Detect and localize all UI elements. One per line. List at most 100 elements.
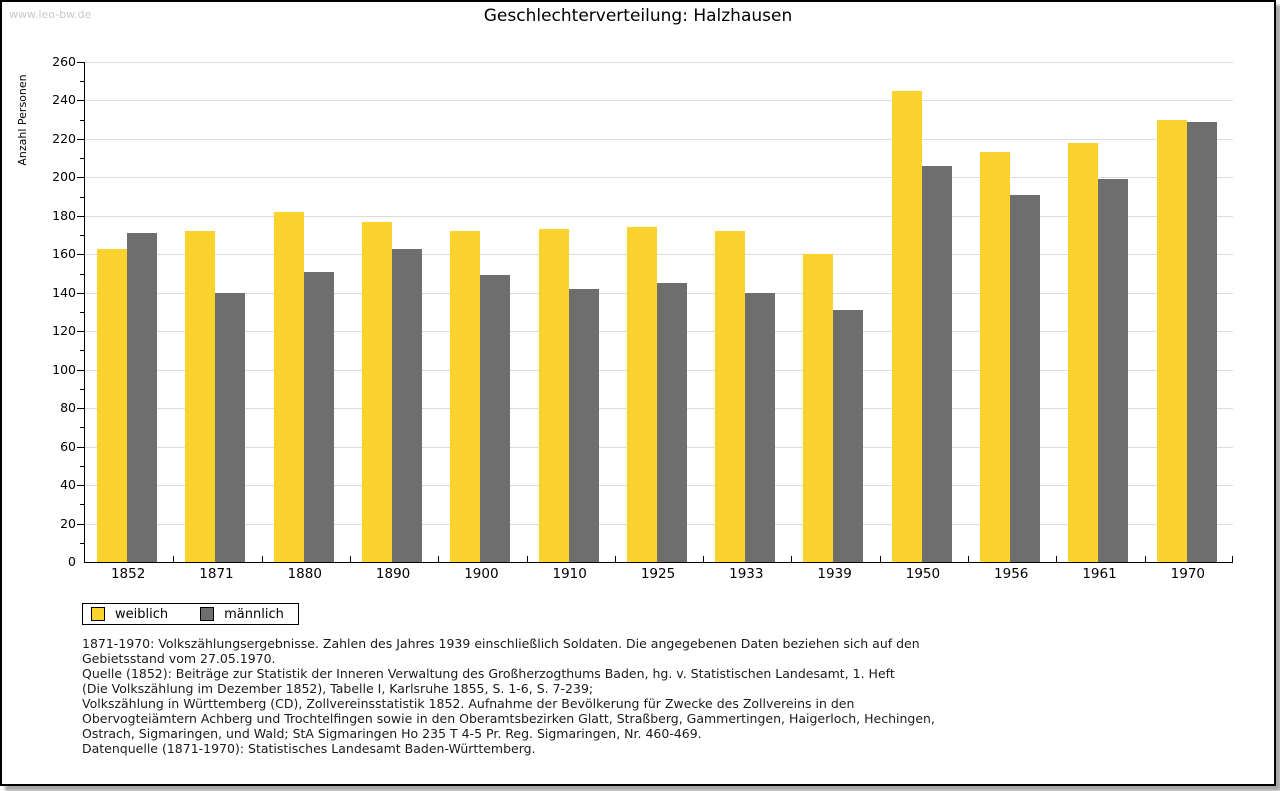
footnote-line: (Die Volkszählung im Dezember 1852), Tab… bbox=[82, 681, 594, 696]
y-axis-tick-label: 180 bbox=[52, 207, 76, 223]
x-axis-tick bbox=[968, 556, 969, 562]
x-axis-tick-label: 1900 bbox=[464, 566, 499, 582]
y-axis-tick-label: 0 bbox=[68, 554, 76, 569]
bar-weiblich-1950 bbox=[892, 91, 922, 562]
x-axis-tick bbox=[438, 556, 439, 562]
gridline bbox=[85, 215, 1233, 217]
y-axis-major-tick bbox=[77, 485, 84, 487]
legend-swatch-maennlich bbox=[200, 607, 215, 621]
bar-weiblich-1880 bbox=[274, 212, 304, 562]
y-axis-minor-tick bbox=[80, 235, 84, 237]
x-axis-tick bbox=[527, 556, 528, 562]
y-axis-minor-tick bbox=[80, 119, 84, 121]
footnote-line: Gebietsstand vom 27.05.1970. bbox=[82, 651, 276, 666]
gridline bbox=[85, 254, 1233, 256]
bar-maennlich-1890 bbox=[392, 249, 422, 562]
footnote-line: 1871-1970: Volkszählungsergebnisse. Zahl… bbox=[82, 636, 920, 651]
y-axis-minor-tick bbox=[80, 273, 84, 275]
y-axis-major-tick bbox=[77, 446, 84, 448]
footnote: 1871-1970: Volkszählungsergebnisse. Zahl… bbox=[82, 636, 935, 741]
bar-weiblich-1970 bbox=[1157, 120, 1187, 562]
bar-maennlich-1956 bbox=[1010, 195, 1040, 562]
x-axis-tick-label: 1956 bbox=[994, 566, 1029, 582]
bar-maennlich-1871 bbox=[215, 293, 245, 562]
y-axis-title: Anzahl Personen bbox=[16, 74, 29, 166]
bar-weiblich-1956 bbox=[980, 152, 1010, 562]
y-axis-major-tick bbox=[77, 254, 84, 256]
bar-maennlich-1970 bbox=[1187, 122, 1217, 562]
bar-maennlich-1961 bbox=[1098, 179, 1128, 562]
bar-weiblich-1900 bbox=[450, 231, 480, 562]
bar-maennlich-1933 bbox=[745, 293, 775, 562]
x-axis-tick-label: 1933 bbox=[729, 566, 764, 582]
x-axis-tick-label: 1939 bbox=[817, 566, 852, 582]
y-axis-major-tick bbox=[77, 369, 84, 371]
y-axis-minor-tick bbox=[80, 542, 84, 544]
y-axis-major-tick bbox=[77, 62, 84, 63]
legend-label-maennlich: männlich bbox=[224, 606, 284, 622]
plot-area bbox=[77, 62, 1233, 563]
gridline bbox=[85, 62, 1233, 63]
y-axis-tick-label: 120 bbox=[52, 323, 76, 339]
x-axis-tick bbox=[1232, 556, 1233, 562]
x-axis-tick bbox=[173, 556, 174, 562]
y-axis-tick-label: 160 bbox=[52, 246, 76, 262]
y-axis-minor-tick bbox=[80, 504, 84, 506]
y-axis-major-tick bbox=[77, 100, 84, 102]
x-axis-tick-label: 1961 bbox=[1082, 566, 1117, 582]
x-axis-tick-label: 1880 bbox=[287, 566, 322, 582]
gridline bbox=[85, 177, 1233, 179]
legend-swatch-weiblich bbox=[91, 607, 105, 621]
y-axis-minor-tick bbox=[80, 427, 84, 429]
footnote-line: Obervogteiämtern Achberg und Trochtelfin… bbox=[82, 711, 935, 726]
legend-item-weiblich: weiblich bbox=[91, 607, 168, 622]
watermark: www.leo-bw.de bbox=[9, 8, 92, 21]
legend-label-weiblich: weiblich bbox=[115, 606, 169, 622]
gridline bbox=[85, 100, 1233, 102]
y-axis-major-tick bbox=[77, 177, 84, 179]
x-axis-tick bbox=[615, 556, 616, 562]
y-axis-tick-label: 80 bbox=[60, 400, 76, 416]
bar-weiblich-1933 bbox=[715, 231, 745, 562]
y-axis-major-tick bbox=[77, 215, 84, 217]
y-axis-minor-tick bbox=[80, 465, 84, 467]
bar-weiblich-1925 bbox=[627, 227, 657, 562]
y-axis-major-tick bbox=[77, 408, 84, 410]
y-axis-major-tick bbox=[77, 523, 84, 525]
x-axis-tick-label: 1910 bbox=[552, 566, 587, 582]
bar-weiblich-1961 bbox=[1068, 143, 1098, 562]
y-axis-tick-label: 260 bbox=[52, 54, 76, 69]
bar-weiblich-1871 bbox=[185, 231, 215, 562]
y-axis-tick-label: 200 bbox=[52, 169, 76, 185]
bar-maennlich-1880 bbox=[304, 272, 334, 562]
y-axis-major-tick bbox=[77, 138, 84, 140]
x-axis-tick bbox=[703, 556, 704, 562]
y-axis-tick-label: 220 bbox=[52, 130, 76, 146]
bar-weiblich-1910 bbox=[539, 229, 569, 562]
bar-maennlich-1939 bbox=[833, 310, 863, 562]
bar-maennlich-1900 bbox=[480, 275, 510, 562]
chart-title: Geschlechterverteilung: Halzhausen bbox=[483, 6, 793, 26]
y-axis-minor-tick bbox=[80, 312, 84, 313]
bar-weiblich-1939 bbox=[803, 254, 833, 562]
bar-weiblich-1852 bbox=[97, 249, 127, 562]
x-axis-tick-label: 1970 bbox=[1170, 566, 1206, 582]
x-axis-tick-label: 1890 bbox=[375, 566, 411, 582]
x-axis-tick-label: 1925 bbox=[640, 566, 676, 582]
x-axis-tick-label: 1950 bbox=[905, 566, 941, 582]
x-axis-tick bbox=[350, 556, 351, 562]
y-axis-tick-label: 20 bbox=[60, 515, 76, 531]
y-axis-minor-tick bbox=[80, 388, 84, 390]
footnote-line: Ostrach, Sigmaringen, und Wald; StA Sigm… bbox=[82, 726, 702, 741]
datasource-line: Datenquelle (1871-1970): Statistisches L… bbox=[82, 741, 536, 756]
bar-maennlich-1852 bbox=[127, 233, 157, 562]
x-axis-tick bbox=[1145, 556, 1146, 562]
y-axis-minor-tick bbox=[80, 81, 84, 83]
y-axis-major-tick bbox=[77, 331, 84, 333]
bar-weiblich-1890 bbox=[362, 222, 392, 562]
x-axis-tick bbox=[262, 556, 263, 562]
y-axis-tick-label: 140 bbox=[52, 284, 76, 300]
y-axis-tick-label: 40 bbox=[60, 477, 76, 493]
x-axis-tick-label: 1852 bbox=[110, 566, 146, 582]
